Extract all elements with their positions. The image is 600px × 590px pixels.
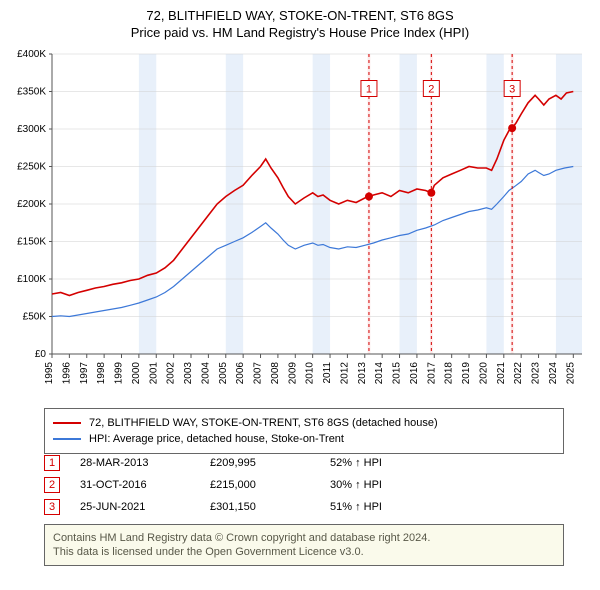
legend-label: HPI: Average price, detached house, Stok…	[89, 431, 344, 447]
marker-row: 2 31-OCT-2016 £215,000 30% ↑ HPI	[44, 474, 564, 496]
svg-text:2: 2	[428, 84, 434, 96]
svg-text:2016: 2016	[409, 362, 420, 385]
marker-price: £215,000	[210, 474, 310, 496]
price-chart: £0 £50K £100K £150K £200K £250K £300K £350K £400…	[10, 48, 590, 398]
marker-row: 3 25-JUN-2021 £301,150 51% ↑ HPI	[44, 496, 564, 518]
svg-text:2011: 2011	[322, 362, 333, 384]
marker-date: 25-JUN-2021	[80, 496, 190, 518]
svg-text:2008: 2008	[270, 362, 281, 385]
svg-text:2000: 2000	[131, 362, 142, 385]
marker-date: 31-OCT-2016	[80, 474, 190, 496]
marker-pct: 51% ↑ HPI	[330, 496, 450, 518]
chart-title-desc: Price paid vs. HM Land Registry's House …	[0, 23, 600, 44]
svg-text:1996: 1996	[61, 362, 72, 385]
attribution-footer: Contains HM Land Registry data © Crown c…	[44, 524, 564, 566]
svg-text:£100K: £100K	[17, 274, 46, 285]
svg-text:1: 1	[366, 84, 372, 96]
marker-row: 1 28-MAR-2013 £209,995 52% ↑ HPI	[44, 452, 564, 474]
chart-svg: £0 £50K £100K £150K £200K £250K £300K £350K £400…	[10, 48, 590, 398]
legend: 72, BLITHFIELD WAY, STOKE-ON-TRENT, ST6 …	[44, 408, 564, 454]
svg-text:1995: 1995	[44, 362, 55, 385]
svg-text:2017: 2017	[426, 362, 437, 385]
svg-text:2013: 2013	[357, 362, 368, 385]
page: 72, BLITHFIELD WAY, STOKE-ON-TRENT, ST6 …	[0, 0, 600, 590]
marker-index-box: 1	[44, 455, 60, 471]
footer-line: Contains HM Land Registry data © Crown c…	[53, 531, 555, 545]
footer-line: This data is licensed under the Open Gov…	[53, 545, 555, 559]
svg-text:2018: 2018	[444, 362, 455, 385]
svg-text:£150K: £150K	[17, 237, 46, 248]
svg-text:2003: 2003	[183, 362, 194, 385]
svg-text:£400K: £400K	[17, 49, 46, 60]
svg-text:2007: 2007	[253, 362, 264, 385]
svg-text:1999: 1999	[114, 362, 125, 385]
svg-text:1997: 1997	[79, 362, 90, 385]
marker-table: 1 28-MAR-2013 £209,995 52% ↑ HPI 2 31-OC…	[44, 452, 564, 518]
svg-text:2012: 2012	[339, 362, 350, 385]
svg-text:2024: 2024	[548, 362, 559, 385]
svg-text:2020: 2020	[478, 362, 489, 385]
legend-label: 72, BLITHFIELD WAY, STOKE-ON-TRENT, ST6 …	[89, 415, 438, 431]
svg-text:2022: 2022	[513, 362, 524, 385]
svg-text:2004: 2004	[200, 362, 211, 385]
svg-text:£350K: £350K	[17, 87, 46, 98]
svg-text:2002: 2002	[166, 362, 177, 385]
svg-text:2021: 2021	[496, 362, 507, 385]
svg-text:£50K: £50K	[23, 312, 47, 323]
svg-text:3: 3	[509, 84, 515, 96]
chart-title-address: 72, BLITHFIELD WAY, STOKE-ON-TRENT, ST6 …	[0, 0, 600, 23]
svg-text:2009: 2009	[287, 362, 298, 385]
marker-price: £301,150	[210, 496, 310, 518]
svg-text:2014: 2014	[374, 362, 385, 385]
svg-text:2019: 2019	[461, 362, 472, 385]
legend-swatch	[53, 438, 81, 440]
legend-item: HPI: Average price, detached house, Stok…	[53, 431, 555, 447]
svg-text:£0: £0	[35, 349, 47, 360]
svg-text:2015: 2015	[392, 362, 403, 385]
svg-text:2001: 2001	[148, 362, 159, 385]
marker-index-box: 3	[44, 499, 60, 515]
svg-text:£200K: £200K	[17, 199, 46, 210]
marker-pct: 30% ↑ HPI	[330, 474, 450, 496]
svg-text:1998: 1998	[96, 362, 107, 385]
svg-text:2025: 2025	[565, 362, 576, 385]
legend-item: 72, BLITHFIELD WAY, STOKE-ON-TRENT, ST6 …	[53, 415, 555, 431]
svg-text:2005: 2005	[218, 362, 229, 385]
legend-swatch	[53, 422, 81, 424]
svg-text:2010: 2010	[305, 362, 316, 385]
marker-price: £209,995	[210, 452, 310, 474]
svg-text:2023: 2023	[531, 362, 542, 385]
marker-date: 28-MAR-2013	[80, 452, 190, 474]
marker-index-box: 2	[44, 477, 60, 493]
marker-pct: 52% ↑ HPI	[330, 452, 450, 474]
svg-text:£250K: £250K	[17, 162, 46, 173]
svg-text:£300K: £300K	[17, 124, 46, 135]
svg-text:2006: 2006	[235, 362, 246, 385]
